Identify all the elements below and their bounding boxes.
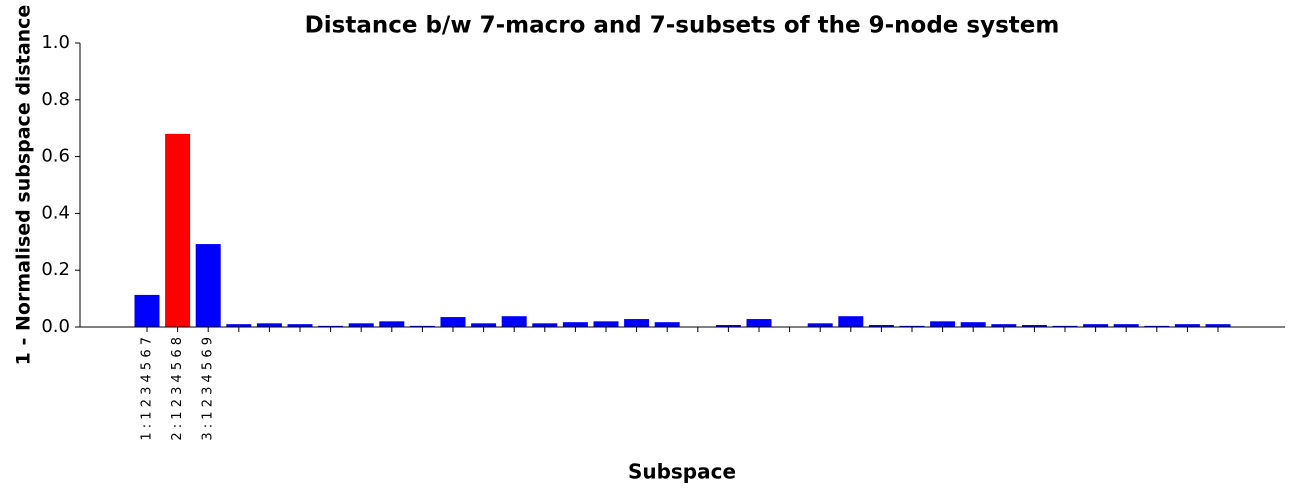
bar [960,322,986,327]
bar [134,294,160,327]
bar [930,321,956,327]
bar [287,324,313,327]
chart-title: Distance b/w 7-macro and 7-subsets of th… [305,13,1060,39]
bar [1144,325,1170,327]
bar [746,319,772,327]
bar [715,325,741,327]
x-axis-label: Subspace [628,460,736,484]
bar [624,319,650,327]
bar [1052,325,1078,327]
bar [654,322,680,327]
bar [838,316,864,327]
bar [1113,324,1139,327]
bar [532,323,558,327]
bar [1083,324,1109,327]
bar [1205,324,1231,327]
bar [1174,324,1200,327]
y-tick-label: 0.0 [41,316,70,337]
bar [409,325,435,327]
y-tick-label: 0.4 [41,202,70,223]
bar [899,325,925,327]
y-tick-label: 0.8 [41,89,70,110]
bar [195,244,221,327]
y-axis-label: 1 - Normalised subspace distance [13,5,35,366]
bar [379,321,405,327]
y-tick-label: 0.2 [41,259,70,280]
bar [501,316,527,327]
x-tick-label: 3 : 1 2 3 4 5 6 9 [201,337,216,441]
bar [991,324,1017,327]
bar [226,324,252,327]
bar [348,323,374,327]
bar [165,133,191,327]
y-tick-label: 1.0 [41,32,70,53]
bar [868,325,894,327]
bar [440,317,466,327]
bar [807,323,833,327]
bar [318,325,344,327]
bar [562,322,588,327]
bar [256,323,282,327]
bar [1021,325,1047,327]
x-tick-label: 2 : 1 2 3 4 5 6 8 [170,337,185,441]
bar [593,321,619,327]
y-tick-label: 0.6 [41,146,70,167]
x-tick-label: 1 : 1 2 3 4 5 6 7 [140,337,155,441]
bar [471,323,497,327]
